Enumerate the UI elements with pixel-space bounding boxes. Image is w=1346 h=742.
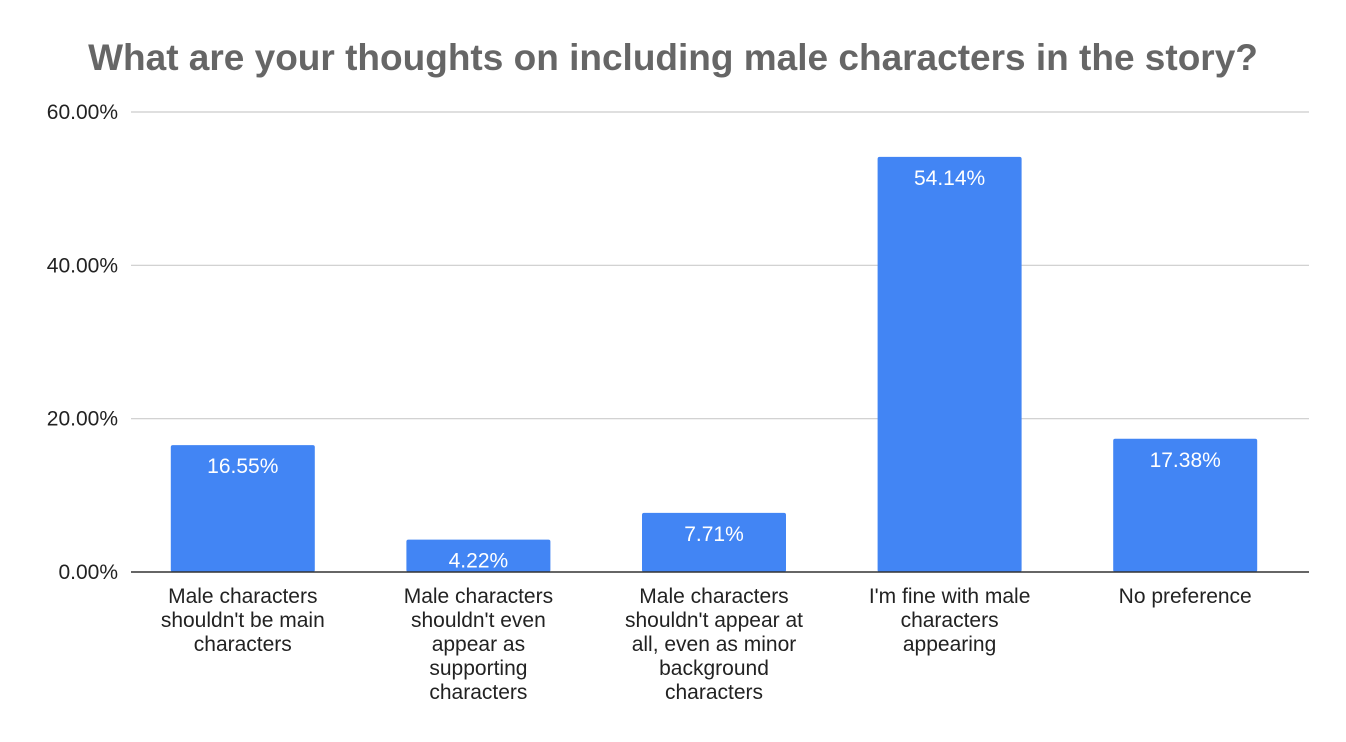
x-category-label: Male characters shouldn't be main characte… (161, 585, 325, 656)
bar-series (170, 156, 1258, 572)
bar (406, 539, 551, 572)
data-labels: 16.55% 4.22% 7.71% 54.14% 17.38% (207, 167, 1221, 573)
bar (1113, 438, 1258, 572)
x-category-label: I'm fine with male characters appearing (869, 585, 1031, 656)
y-axis-tick-labels: 0.00% 20.00% 40.00% 60.00% (47, 101, 118, 584)
x-category-label: Male characters shouldn't even appear as su… (404, 585, 553, 704)
bar-value-label: 54.14% (914, 167, 985, 190)
x-axis-category-labels: Male characters shouldn't be main characte… (161, 585, 1252, 704)
x-category-label: Male characters shouldn't appear at all, e… (625, 585, 803, 704)
bar-value-label: 4.22% (449, 550, 509, 573)
y-tick-label: 20.00% (47, 408, 118, 431)
bar-value-label: 17.38% (1150, 449, 1221, 472)
x-category-label: No preference (1119, 585, 1252, 608)
y-tick-label: 40.00% (47, 254, 118, 277)
bar (642, 512, 786, 572)
y-tick-label: 60.00% (47, 101, 118, 124)
bar (170, 445, 315, 572)
bar (877, 156, 1022, 572)
y-tick-label: 0.00% (58, 561, 118, 584)
bar-value-label: 7.71% (684, 523, 744, 546)
bar-value-label: 16.55% (207, 455, 278, 478)
gridlines (131, 111, 1309, 420)
chart-title: What are your thoughts on including male… (88, 37, 1258, 78)
